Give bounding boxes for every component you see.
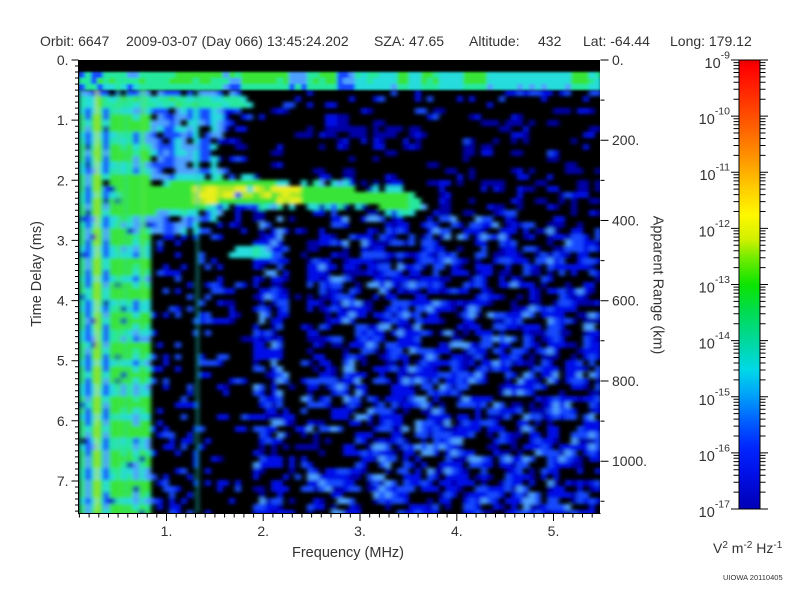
svg-text:3.: 3. (57, 232, 69, 248)
svg-text:2.: 2. (257, 523, 269, 539)
svg-text:5.: 5. (548, 523, 560, 539)
svg-text:6.: 6. (57, 413, 69, 429)
svg-text:2009-03-07 (Day 066) 13:45:24.: 2009-03-07 (Day 066) 13:45:24.202 (126, 33, 349, 49)
svg-text:1000.: 1000. (612, 453, 647, 469)
svg-text:V2 m-2 Hz-1: V2 m-2 Hz-1 (713, 540, 783, 556)
svg-text:Orbit: 6647: Orbit: 6647 (40, 33, 109, 49)
svg-text:1.: 1. (161, 523, 173, 539)
svg-text:Apparent Range (km): Apparent Range (km) (650, 216, 666, 355)
svg-text:Time Delay (ms): Time Delay (ms) (29, 221, 45, 327)
svg-text:SZA: 47.65: SZA: 47.65 (374, 33, 444, 49)
svg-text:Lat: -64.44: Lat: -64.44 (583, 33, 650, 49)
svg-text:Frequency (MHz): Frequency (MHz) (292, 545, 404, 561)
svg-text:400.: 400. (612, 213, 639, 229)
svg-text:Long: 179.12: Long: 179.12 (670, 33, 752, 49)
svg-text:1.: 1. (57, 112, 69, 128)
svg-text:800.: 800. (612, 373, 639, 389)
svg-text:432: 432 (538, 33, 562, 49)
svg-text:5.: 5. (57, 353, 69, 369)
svg-text:0.: 0. (612, 52, 624, 68)
svg-text:200.: 200. (612, 132, 639, 148)
svg-text:0.: 0. (57, 52, 69, 68)
svg-text:7.: 7. (57, 473, 69, 489)
svg-text:4.: 4. (451, 523, 463, 539)
svg-text:2.: 2. (57, 172, 69, 188)
svg-text:600.: 600. (612, 293, 639, 309)
svg-text:3.: 3. (354, 523, 366, 539)
svg-text:Altitude:: Altitude: (469, 33, 520, 49)
svg-text:UIOWA 20110405: UIOWA 20110405 (723, 573, 783, 582)
svg-text:4.: 4. (57, 293, 69, 309)
